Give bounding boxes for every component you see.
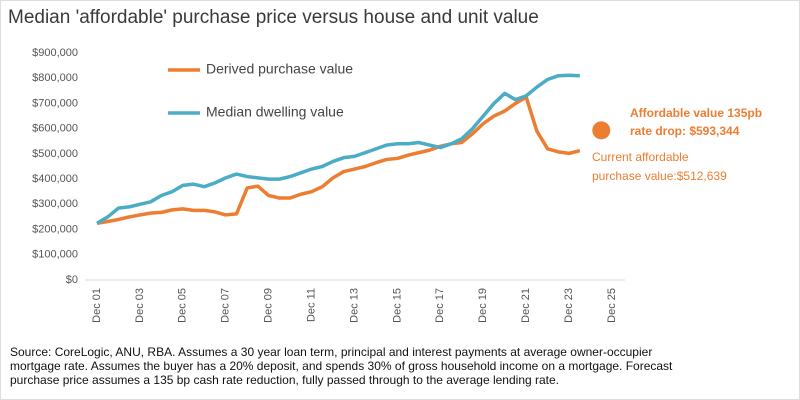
x-tick-label: Dec 23 bbox=[563, 288, 575, 323]
x-tick-label: Dec 11 bbox=[305, 288, 317, 322]
x-tick-label: Dec 07 bbox=[220, 288, 232, 323]
forecast-point bbox=[592, 121, 611, 140]
x-tick-label: Dec 21 bbox=[520, 288, 532, 323]
y-tick-label: $800,000 bbox=[32, 72, 78, 84]
footnote: purchase price assumes a 135 bp cash rat… bbox=[10, 373, 559, 387]
chart-title: Median 'affordable' purchase price versu… bbox=[8, 7, 539, 28]
y-tick-label: $900,000 bbox=[32, 47, 78, 59]
x-tick-label: Dec 03 bbox=[134, 288, 146, 323]
current-label: purchase value:$512,639 bbox=[592, 169, 727, 183]
y-tick-label: $0 bbox=[66, 274, 78, 286]
footnote: Source: CoreLogic, ANU, RBA. Assumes a 3… bbox=[10, 345, 652, 359]
x-tick-label: Dec 17 bbox=[434, 288, 446, 323]
forecast-label: Affordable value 135pb bbox=[630, 106, 762, 120]
line-series bbox=[96, 95, 581, 225]
legend-label: Derived purchase value bbox=[206, 61, 353, 77]
x-tick-label: Dec 09 bbox=[263, 288, 275, 323]
y-tick-label: $700,000 bbox=[32, 97, 78, 109]
x-tick-label: Dec 19 bbox=[477, 288, 489, 323]
x-tick-label: Dec 05 bbox=[177, 288, 189, 323]
y-tick-label: $200,000 bbox=[32, 223, 78, 235]
line-series bbox=[96, 73, 580, 225]
legend-label: Median dwelling value bbox=[206, 104, 344, 120]
x-tick-label: Dec 15 bbox=[391, 288, 403, 323]
y-tick-label: $500,000 bbox=[32, 148, 78, 160]
y-tick-label: $100,000 bbox=[32, 249, 78, 261]
x-tick-label: Dec 01 bbox=[91, 288, 103, 323]
x-tick-label: Dec 13 bbox=[348, 288, 360, 323]
y-tick-label: $400,000 bbox=[32, 173, 78, 185]
footnote: mortgage rate. Assumes the buyer has a 2… bbox=[10, 359, 673, 373]
y-tick-label: $600,000 bbox=[32, 123, 78, 135]
x-tick-label: Dec 25 bbox=[606, 288, 618, 323]
y-tick-label: $300,000 bbox=[32, 198, 78, 210]
current-label: Current affordable bbox=[592, 150, 689, 164]
forecast-label: rate drop: $593,344 bbox=[630, 124, 740, 138]
